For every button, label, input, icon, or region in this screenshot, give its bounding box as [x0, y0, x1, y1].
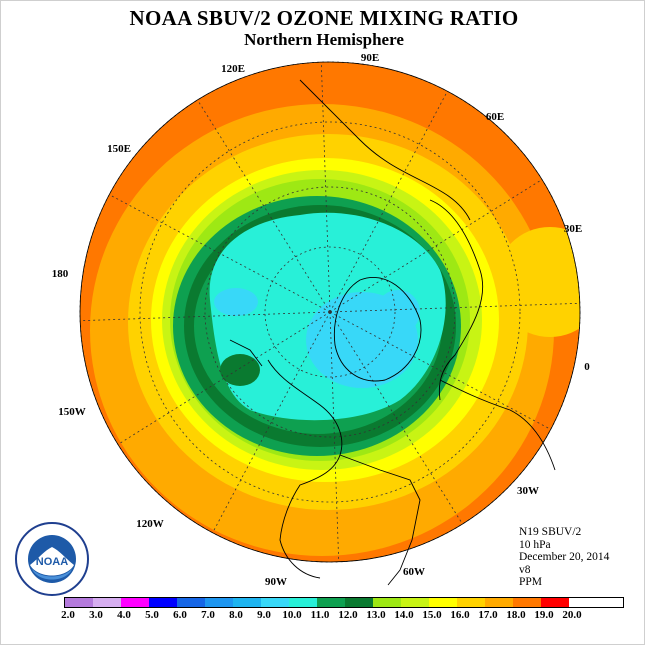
meridian-line: [109, 194, 331, 313]
latitude-circle: [264, 246, 396, 378]
legend-swatch: [541, 598, 569, 607]
logo-wave: [32, 569, 72, 580]
legend-swatch: [121, 598, 149, 607]
legend-swatch: [485, 598, 513, 607]
info-date: December 20, 2014: [519, 551, 610, 564]
legend-label: 11.0: [310, 609, 330, 621]
meridian-line: [329, 311, 551, 430]
legend-label: 14.0: [394, 609, 414, 621]
meridian-line: [329, 302, 580, 313]
legend-label: 6.0: [173, 609, 187, 621]
legend-swatch: [93, 598, 121, 607]
longitude-label: 30W: [517, 485, 539, 497]
coast-asia: [299, 79, 471, 221]
coast-alaska: [229, 339, 263, 367]
legend: 2.0 3.0 4.0 5.0 6.0 7.0 8.0 9.0 10.0 11.0 12.0 13.0…: [61, 597, 624, 622]
legend-label: 17.0: [478, 609, 498, 621]
meridian-line: [329, 311, 463, 525]
info-instrument: N19 SBUV/2: [519, 526, 582, 538]
map-border: [79, 61, 581, 563]
patch-light-orange-east: [495, 227, 580, 337]
longitude-label: 120W: [136, 518, 164, 530]
longitude-label: 90E: [361, 52, 379, 64]
coast-greenland: [333, 276, 422, 382]
logo-text: NOAA: [36, 556, 68, 568]
longitude-label: 30E: [564, 223, 582, 235]
legend-label: 13.0: [366, 609, 386, 621]
legend-label: 5.0: [145, 609, 159, 621]
legend-label: 15.0: [422, 609, 442, 621]
meridian-line: [117, 311, 331, 445]
legend-swatch: [429, 598, 457, 607]
longitude-label: 150E: [107, 143, 131, 155]
figure-title: NOAA SBUV/2 OZONE MIXING RATIO: [129, 6, 519, 30]
info-block: N19 SBUV/2 10 hPa December 20, 2014 v8 P…: [519, 526, 609, 589]
latitude-circle: [204, 186, 456, 438]
legend-label: 9.0: [257, 609, 271, 621]
legend-swatch: [261, 598, 289, 607]
legend-swatch: [289, 598, 317, 607]
meridian-line: [320, 62, 331, 313]
logo-bird: [30, 547, 74, 576]
info-pressure: 10 hPa: [519, 538, 551, 551]
patch-light-blue-west: [214, 288, 258, 316]
legend-swatch: [205, 598, 233, 607]
coast-africa: [439, 379, 556, 471]
legend-labels: 2.0 3.0 4.0 5.0 6.0 7.0 8.0 9.0 10.0 11.0 12.0 13.0…: [61, 608, 624, 622]
longitude-label: 0: [584, 361, 590, 373]
longitude-label: 120E: [221, 63, 245, 75]
legend-swatch: [345, 598, 373, 607]
latitude-circle: [139, 121, 521, 503]
legend-swatch: [177, 598, 205, 607]
longitude-label: 60W: [403, 566, 425, 578]
meridian-line: [212, 311, 331, 533]
legend-label: 12.0: [338, 609, 358, 621]
meridian-line: [329, 179, 543, 313]
longitude-label: 90W: [265, 576, 287, 588]
coastlines: [229, 79, 556, 586]
legend-swatch: [457, 598, 485, 607]
legend-colorbar: [64, 597, 624, 608]
legend-swatch: [149, 598, 177, 607]
longitude-label: 180: [52, 268, 69, 280]
legend-swatch: [373, 598, 401, 607]
legend-label: 4.0: [117, 609, 131, 621]
meridian-line: [80, 311, 331, 322]
longitude-label: 150W: [58, 406, 86, 418]
legend-label: 16.0: [450, 609, 470, 621]
legend-swatch: [317, 598, 345, 607]
legend-label: 3.0: [89, 609, 103, 621]
legend-label: 18.0: [506, 609, 526, 621]
legend-label: 10.0: [282, 609, 302, 621]
meridian-line: [329, 91, 448, 313]
coast-europe: [429, 199, 484, 401]
legend-label: 19.0: [534, 609, 554, 621]
figure-subtitle: Northern Hemisphere: [244, 30, 404, 49]
info-units: PPM: [519, 576, 543, 589]
legend-label: 20.0: [562, 609, 582, 621]
coast-south-america: [339, 454, 421, 586]
legend-swatch: [65, 598, 93, 607]
legend-swatch: [401, 598, 429, 607]
patch-dark-green-pacific: [220, 354, 260, 386]
legend-label: 2.0: [61, 609, 75, 621]
patch-light-blue-east: [376, 290, 420, 334]
legend-swatch: [233, 598, 261, 607]
legend-label: 8.0: [229, 609, 243, 621]
coast-north-america: [267, 359, 343, 579]
info-version: v8: [519, 563, 531, 576]
legend-label: 7.0: [201, 609, 215, 621]
legend-swatch: [513, 598, 541, 607]
noaa-logo: NOAA: [15, 522, 89, 596]
longitude-labels: 90E 60E 30E 0 30W 60W 90W 120W 150W 180 150E 120E: [52, 52, 591, 588]
meridian-line: [329, 311, 340, 562]
meridian-line: [197, 99, 331, 313]
longitude-label: 60E: [486, 111, 504, 123]
